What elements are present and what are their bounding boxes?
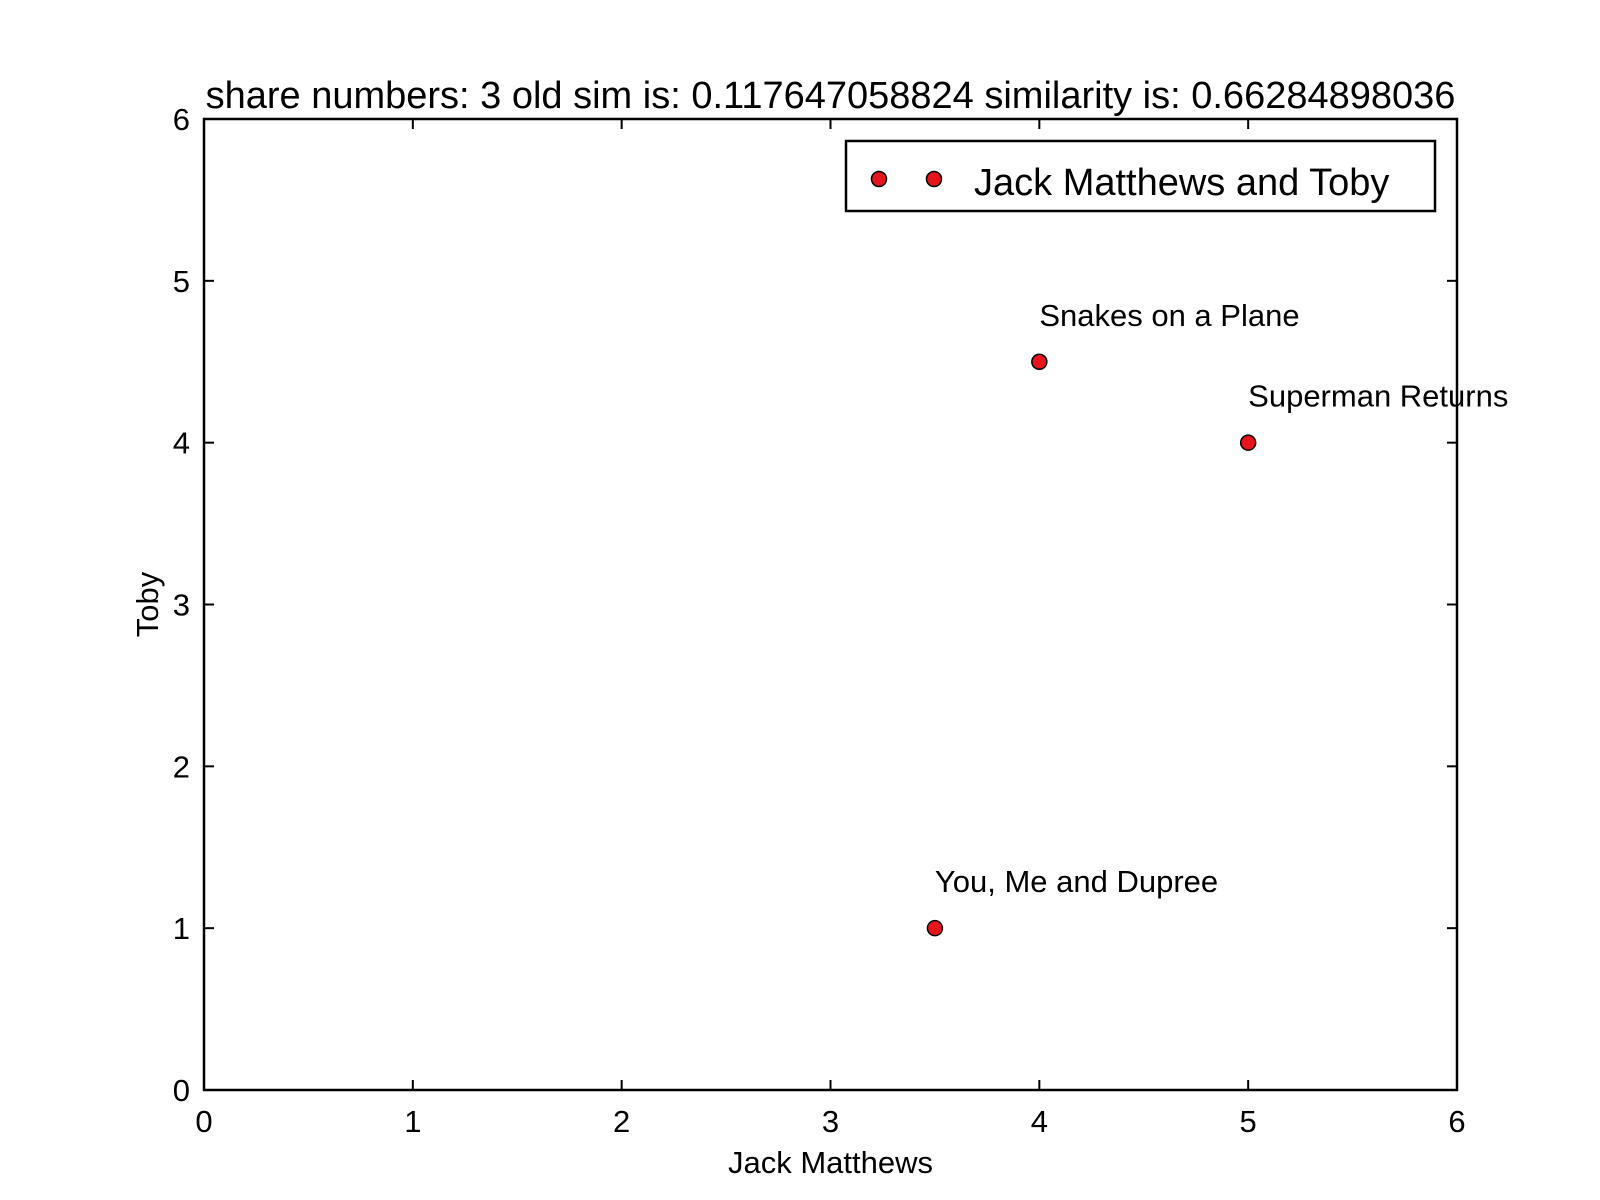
data-point	[1239, 434, 1257, 451]
data-point	[926, 919, 944, 937]
point-label: You, Me and Dupree	[935, 864, 1218, 899]
x-axis-label: Jack Matthews	[728, 1145, 933, 1180]
x-tick-label: 4	[1031, 1104, 1048, 1139]
legend: Jack Matthews and Toby	[844, 139, 1437, 213]
legend-entry-label: Jack Matthews and Toby	[974, 162, 1389, 204]
data-point	[1031, 353, 1048, 370]
legend-box	[844, 139, 1437, 213]
y-tick-label: 1	[173, 911, 190, 946]
tick-labels: 0 1 2 3 4 5 6 0 1 2 3 4 5 6	[173, 102, 1466, 1139]
x-tick-label: 3	[822, 1104, 839, 1139]
legend-marker	[870, 170, 888, 188]
axis-ticks	[203, 118, 1458, 1091]
chart-title: share numbers: 3 old sim is: 0.117647058…	[206, 75, 1456, 117]
x-tick-label: 5	[1240, 1104, 1257, 1139]
y-tick-label: 3	[173, 588, 190, 623]
y-tick-label: 2	[173, 749, 190, 784]
x-tick-label: 2	[613, 1104, 630, 1139]
x-tick-label: 6	[1448, 1104, 1465, 1139]
y-tick-label: 5	[173, 264, 190, 299]
point-label: Superman Returns	[1248, 379, 1508, 414]
y-axis-label: Toby	[130, 571, 165, 637]
x-tick-label: 0	[195, 1104, 212, 1139]
point-label: Snakes on a Plane	[1039, 298, 1299, 333]
y-tick-label: 0	[173, 1073, 190, 1108]
data-points: Snakes on a Plane Superman Returns You, Me…	[926, 298, 1508, 937]
y-tick-label: 6	[173, 102, 190, 137]
x-tick-label: 1	[404, 1104, 421, 1139]
legend-marker	[925, 170, 943, 188]
plot-area	[202, 117, 1459, 1092]
y-tick-label: 4	[173, 426, 190, 461]
